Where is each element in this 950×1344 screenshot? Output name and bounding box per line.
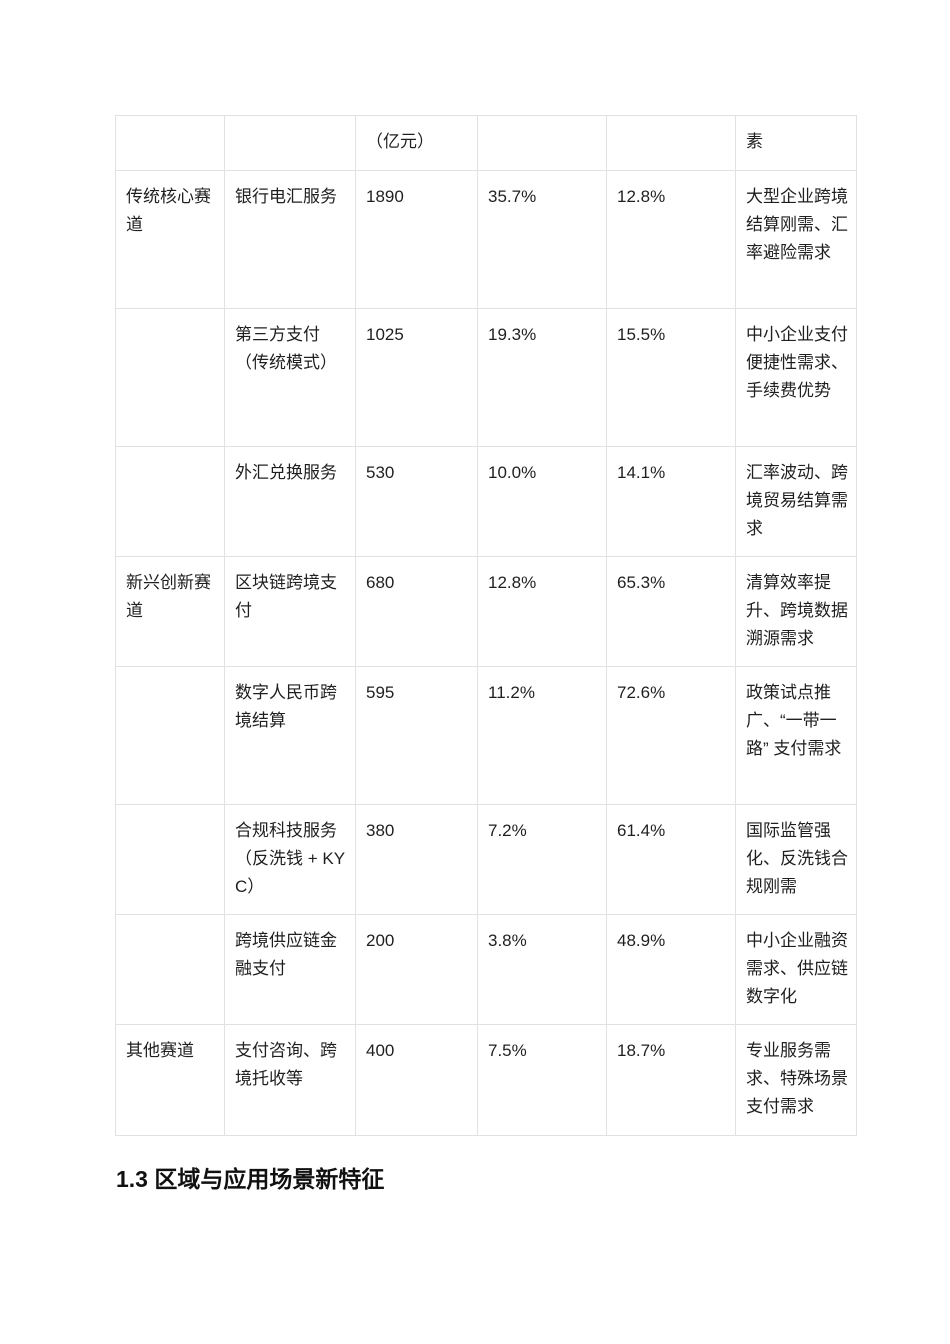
- cell-growth-rate: 61.4%: [606, 804, 736, 915]
- cell-segment-category: [115, 914, 225, 1025]
- cell-market-size: （亿元）: [355, 115, 478, 171]
- table-row: 跨境供应链金融支付 200 3.8% 48.9% 中小企业融资需求、供应链数字化: [115, 914, 857, 1025]
- cell-segment-name: 区块链跨境支付: [224, 556, 356, 667]
- cell-segment-name: [224, 115, 356, 171]
- cell-market-size: 1025: [355, 308, 478, 447]
- cell-driving-factors: 专业服务需求、特殊场景支付需求: [735, 1024, 857, 1136]
- cell-growth-rate: [606, 115, 736, 171]
- cell-market-share: 7.2%: [477, 804, 607, 915]
- cell-segment-name: 跨境供应链金融支付: [224, 914, 356, 1025]
- cell-segment-category: [115, 666, 225, 805]
- cell-segment-category: [115, 446, 225, 557]
- cell-growth-rate: 14.1%: [606, 446, 736, 557]
- cell-market-size: 530: [355, 446, 478, 557]
- cell-segment-name: 外汇兑换服务: [224, 446, 356, 557]
- table-row: 合规科技服务（反洗钱 + KYC） 380 7.2% 61.4% 国际监管强化、反洗钱合…: [115, 804, 857, 915]
- cell-growth-rate: 18.7%: [606, 1024, 736, 1136]
- table-row: 新兴创新赛道 区块链跨境支付 680 12.8% 65.3% 清算效率提升、跨境数据溯源需…: [115, 556, 857, 667]
- cell-market-size: 1890: [355, 170, 478, 309]
- cell-driving-factors: 国际监管强化、反洗钱合规刚需: [735, 804, 857, 915]
- cell-segment-category: [115, 115, 225, 171]
- cell-driving-factors: 汇率波动、跨境贸易结算需求: [735, 446, 857, 557]
- cell-segment-category: 传统核心赛道: [115, 170, 225, 309]
- table-row: （亿元） 素: [115, 115, 857, 171]
- table-row: 第三方支付（传统模式） 1025 19.3% 15.5% 中小企业支付便捷性需求、手续费…: [115, 308, 857, 447]
- cell-market-share: 3.8%: [477, 914, 607, 1025]
- cell-segment-name: 支付咨询、跨境托收等: [224, 1024, 356, 1136]
- table-row: 其他赛道 支付咨询、跨境托收等 400 7.5% 18.7% 专业服务需求、特殊场景支付需…: [115, 1024, 857, 1136]
- cell-segment-category: [115, 308, 225, 447]
- cell-segment-name: 第三方支付（传统模式）: [224, 308, 356, 447]
- section-heading: 1.3 区域与应用场景新特征: [116, 1166, 385, 1192]
- market-segment-table: （亿元）素传统核心赛道 银行电汇服务 1890 35.7% 12.8% 大型企业跨境结算刚…: [115, 115, 857, 1136]
- cell-market-share: 35.7%: [477, 170, 607, 309]
- cell-segment-category: [115, 804, 225, 915]
- cell-segment-name: 银行电汇服务: [224, 170, 356, 309]
- cell-growth-rate: 72.6%: [606, 666, 736, 805]
- cell-segment-category: 其他赛道: [115, 1024, 225, 1136]
- cell-growth-rate: 12.8%: [606, 170, 736, 309]
- cell-growth-rate: 65.3%: [606, 556, 736, 667]
- cell-growth-rate: 15.5%: [606, 308, 736, 447]
- cell-market-share: 11.2%: [477, 666, 607, 805]
- cell-market-share: [477, 115, 607, 171]
- table-row: 传统核心赛道 银行电汇服务 1890 35.7% 12.8% 大型企业跨境结算刚需、汇率避…: [115, 170, 857, 309]
- table-row: 外汇兑换服务 530 10.0% 14.1% 汇率波动、跨境贸易结算需求: [115, 446, 857, 557]
- cell-segment-name: 数字人民币跨境结算: [224, 666, 356, 805]
- cell-market-size: 200: [355, 914, 478, 1025]
- cell-driving-factors: 中小企业融资需求、供应链数字化: [735, 914, 857, 1025]
- cell-market-share: 10.0%: [477, 446, 607, 557]
- cell-market-size: 680: [355, 556, 478, 667]
- cell-driving-factors: 中小企业支付便捷性需求、手续费优势: [735, 308, 857, 447]
- cell-market-size: 380: [355, 804, 478, 915]
- cell-driving-factors: 清算效率提升、跨境数据溯源需求: [735, 556, 857, 667]
- cell-market-size: 400: [355, 1024, 478, 1136]
- cell-driving-factors: 大型企业跨境结算刚需、汇率避险需求: [735, 170, 857, 309]
- cell-market-share: 12.8%: [477, 556, 607, 667]
- cell-market-share: 7.5%: [477, 1024, 607, 1136]
- cell-growth-rate: 48.9%: [606, 914, 736, 1025]
- cell-segment-name: 合规科技服务（反洗钱 + KYC）: [224, 804, 356, 915]
- cell-driving-factors: 政策试点推广、“一带一路” 支付需求: [735, 666, 857, 805]
- cell-market-share: 19.3%: [477, 308, 607, 447]
- cell-driving-factors: 素: [735, 115, 857, 171]
- cell-segment-category: 新兴创新赛道: [115, 556, 225, 667]
- table-row: 数字人民币跨境结算 595 11.2% 72.6% 政策试点推广、“一带一路” 支付需求: [115, 666, 857, 805]
- cell-market-size: 595: [355, 666, 478, 805]
